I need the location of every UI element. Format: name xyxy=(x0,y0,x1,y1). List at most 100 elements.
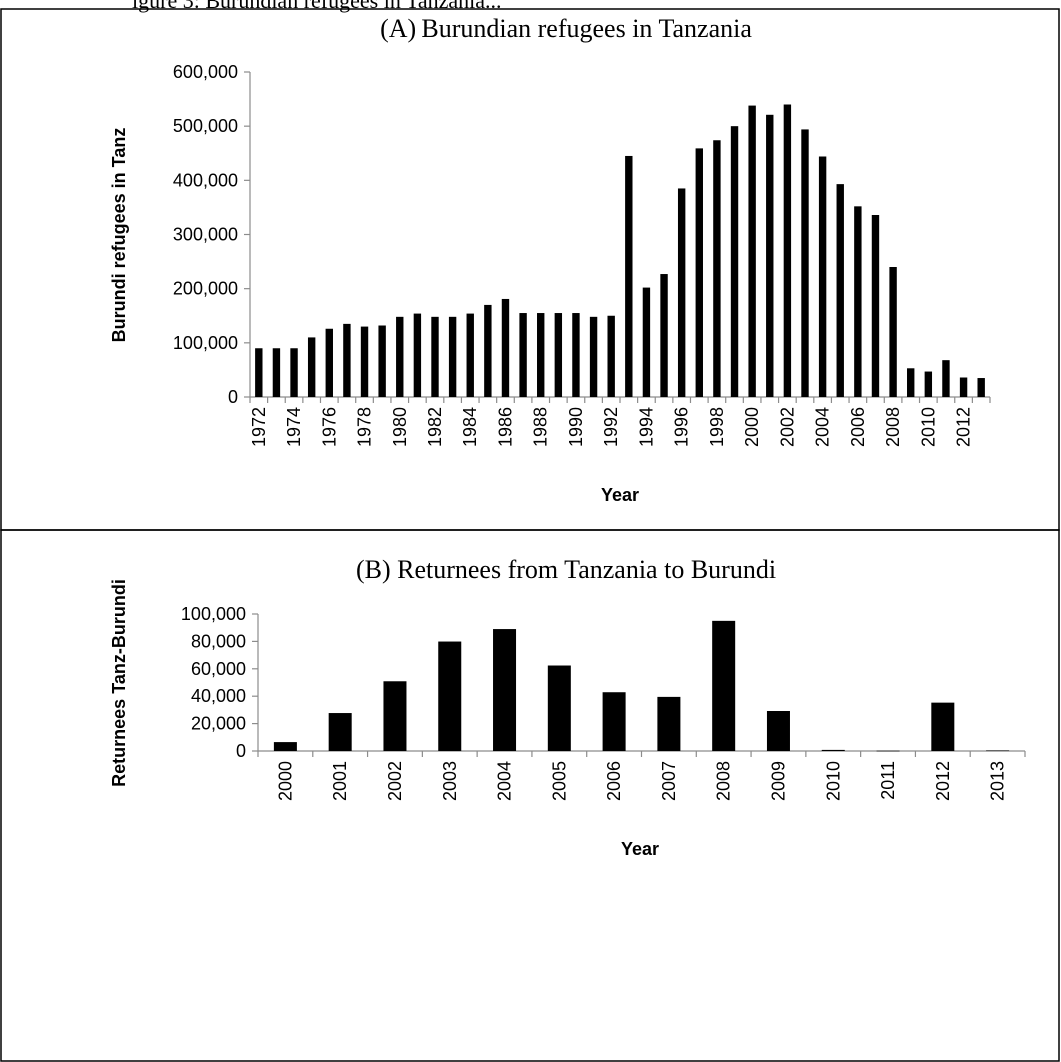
bar-2001 xyxy=(328,713,352,751)
bar-1973 xyxy=(272,348,281,397)
chart-a-title: (A) Burundian refugees in Tanzania xyxy=(380,14,752,43)
bar-2008 xyxy=(889,267,897,397)
bar-2013 xyxy=(977,378,985,397)
x-tick-label: 1982 xyxy=(425,407,445,447)
bar-2007 xyxy=(871,215,880,397)
bar-2009 xyxy=(766,710,790,751)
x-tick-label: 2010 xyxy=(823,761,843,801)
bar-2001 xyxy=(766,114,774,398)
caption-fragment: igure 3: Burundian refugees in Tanzania.… xyxy=(132,0,502,13)
bar-2013 xyxy=(986,750,1010,752)
x-tick-label: 2001 xyxy=(330,761,350,801)
bar-2008 xyxy=(712,620,736,751)
chart-a-burundian-refugees: (A) Burundian refugees in Tanzania 0 100,… xyxy=(109,14,991,505)
x-tick-label: 2012 xyxy=(933,761,953,801)
bar-1995 xyxy=(660,274,668,397)
x-tick-label: 2002 xyxy=(385,761,405,801)
x-tick-label: 1992 xyxy=(601,407,621,447)
chart-b-x-axis-title: Year xyxy=(621,839,659,859)
bar-1972 xyxy=(255,348,263,397)
y-tick-label: 20,000 xyxy=(191,714,246,734)
x-tick-label: 1978 xyxy=(355,407,375,447)
x-tick-label: 2003 xyxy=(440,761,460,801)
chart-a-bars xyxy=(255,104,985,398)
x-tick-label: 1990 xyxy=(566,407,586,447)
x-tick-label: 2012 xyxy=(954,407,974,447)
y-tick-label: 60,000 xyxy=(191,659,246,679)
bar-1986 xyxy=(501,298,510,397)
bar-2009 xyxy=(907,368,915,397)
x-tick-label: 2013 xyxy=(988,761,1008,801)
chart-b-y-ticks: 0 20,000 40,000 60,000 80,000 100,000 xyxy=(181,604,258,761)
y-tick-label: 400,000 xyxy=(173,170,238,190)
bar-2002 xyxy=(383,681,407,751)
bar-1975 xyxy=(307,337,316,397)
x-tick-label: 1984 xyxy=(460,407,480,447)
bar-1984 xyxy=(466,313,474,397)
y-tick-label: 500,000 xyxy=(173,116,238,136)
bar-1992 xyxy=(607,315,615,397)
chart-b-bars xyxy=(273,620,1010,752)
bar-2004 xyxy=(493,629,517,751)
bar-2006 xyxy=(854,206,862,397)
bar-2000 xyxy=(273,742,297,751)
bar-1996 xyxy=(677,188,686,397)
bar-2011 xyxy=(876,750,900,752)
bar-1983 xyxy=(448,316,457,397)
x-tick-label: 2002 xyxy=(777,407,797,447)
y-tick-label: 40,000 xyxy=(191,686,246,706)
x-tick-label: 1976 xyxy=(319,407,339,447)
bar-1982 xyxy=(431,316,439,397)
x-tick-label: 2008 xyxy=(883,407,903,447)
chart-a-y-ticks: 0 100,000 200,000 300,000 400,000 500,000 600,… xyxy=(173,62,250,407)
bar-1978 xyxy=(360,326,369,397)
bar-2003 xyxy=(438,641,462,751)
bar-1989 xyxy=(554,313,563,397)
bar-1990 xyxy=(572,313,580,397)
x-tick-label: 1994 xyxy=(636,407,656,447)
bar-1979 xyxy=(378,325,386,397)
chart-a-x-ticks: 1972 1974 1976 1978 1980 1982 1984 1986 1988 1990… xyxy=(249,397,991,447)
bar-1981 xyxy=(413,313,422,397)
x-tick-label: 2000 xyxy=(275,761,295,801)
chart-b-title: (B) Returnees from Tanzania to Burundi xyxy=(356,555,776,584)
x-tick-label: 1996 xyxy=(672,407,692,447)
bar-2003 xyxy=(801,129,809,397)
bar-2005 xyxy=(547,665,571,751)
bar-1998 xyxy=(713,140,721,397)
bar-2012 xyxy=(931,702,955,751)
x-tick-label: 2009 xyxy=(768,761,788,801)
panel-a-border xyxy=(0,8,1060,531)
bar-1988 xyxy=(537,313,545,397)
x-tick-label: 2000 xyxy=(742,407,762,447)
y-tick-label: 100,000 xyxy=(181,604,246,624)
y-tick-label: 200,000 xyxy=(173,279,238,299)
bar-2004 xyxy=(818,156,827,397)
x-tick-label: 2010 xyxy=(918,407,938,447)
x-tick-label: 1988 xyxy=(531,407,551,447)
x-tick-label: 1998 xyxy=(707,407,727,447)
bar-2011 xyxy=(942,360,950,397)
x-tick-label: 2004 xyxy=(495,761,515,801)
bar-1987 xyxy=(519,313,527,397)
bar-2005 xyxy=(836,184,844,397)
y-tick-label: 100,000 xyxy=(173,333,238,353)
y-tick-label: 0 xyxy=(236,741,246,761)
chart-a-x-axis-title: Year xyxy=(601,485,639,505)
x-tick-label: 2008 xyxy=(714,761,734,801)
x-tick-label: 2007 xyxy=(659,761,679,801)
y-tick-label: 300,000 xyxy=(173,225,238,245)
chart-b-returnees: (B) Returnees from Tanzania to Burundi 0… xyxy=(109,555,1026,859)
bar-1974 xyxy=(290,348,298,397)
bar-2010 xyxy=(821,749,845,751)
bar-1985 xyxy=(484,304,492,397)
bar-1980 xyxy=(396,316,404,397)
bar-2012 xyxy=(959,377,968,397)
bar-2010 xyxy=(924,371,933,397)
x-tick-label: 2006 xyxy=(604,761,624,801)
bar-2002 xyxy=(783,104,792,397)
bar-1993 xyxy=(625,155,633,397)
chart-b-x-ticks: 2000 2001 2002 2003 2004 2005 2006 2007 2008 2009… xyxy=(257,751,1026,801)
y-tick-label: 600,000 xyxy=(173,62,238,82)
